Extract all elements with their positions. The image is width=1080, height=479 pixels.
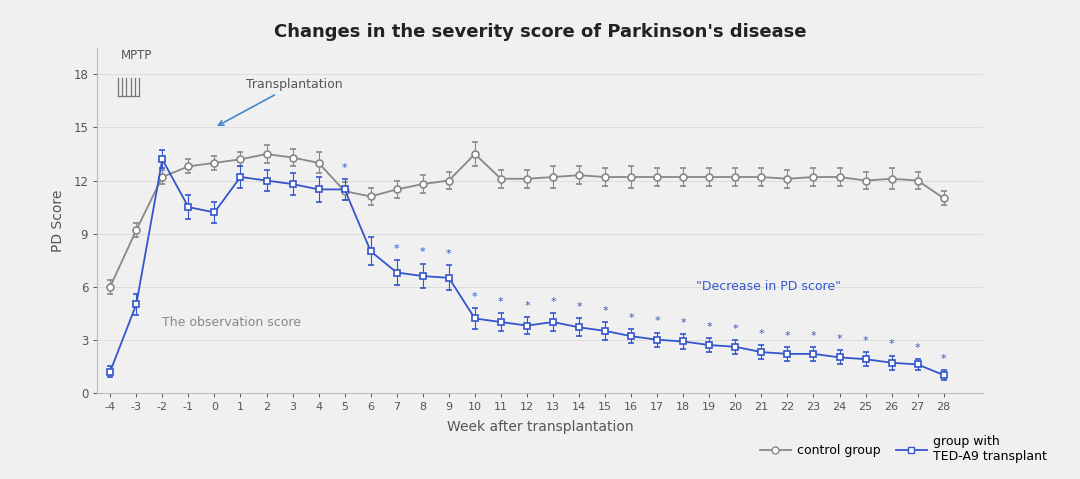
Text: *: *: [941, 354, 946, 364]
Text: *: *: [629, 313, 634, 323]
Text: "Decrease in PD score": "Decrease in PD score": [697, 280, 841, 293]
Text: *: *: [785, 331, 791, 341]
Text: *: *: [420, 248, 426, 258]
Text: *: *: [732, 323, 738, 333]
Text: *: *: [550, 297, 556, 307]
Title: Changes in the severity score of Parkinson's disease: Changes in the severity score of Parkins…: [273, 23, 807, 41]
Text: *: *: [915, 343, 920, 353]
Text: *: *: [863, 336, 868, 346]
Text: *: *: [758, 329, 765, 339]
Text: *: *: [472, 292, 477, 302]
Legend: control group, group with
TED-A9 transplant: control group, group with TED-A9 transpl…: [755, 430, 1052, 468]
Text: *: *: [446, 249, 451, 259]
Text: *: *: [315, 161, 322, 171]
Text: *: *: [889, 340, 894, 350]
Text: *: *: [706, 322, 712, 332]
Text: *: *: [811, 331, 816, 341]
Text: *: *: [524, 300, 530, 310]
Text: *: *: [394, 244, 400, 254]
Y-axis label: PD Score: PD Score: [51, 189, 65, 251]
Text: *: *: [680, 318, 686, 328]
Text: *: *: [654, 317, 660, 327]
Text: *: *: [603, 306, 608, 316]
Text: *: *: [837, 334, 842, 344]
X-axis label: Week after transplantation: Week after transplantation: [447, 420, 633, 434]
Text: The observation score: The observation score: [162, 316, 301, 329]
Text: *: *: [498, 297, 503, 307]
Text: *: *: [577, 302, 582, 312]
Text: *: *: [342, 162, 348, 172]
Text: MPTP: MPTP: [121, 48, 152, 61]
Text: Transplantation: Transplantation: [218, 78, 342, 125]
